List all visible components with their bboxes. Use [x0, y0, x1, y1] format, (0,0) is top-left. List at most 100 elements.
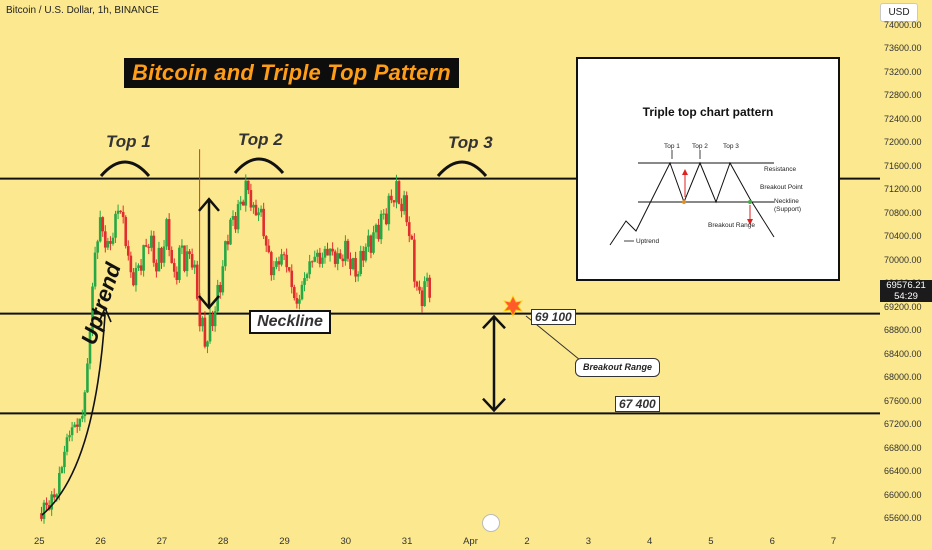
breakout-range-callout: Breakout Range [575, 358, 660, 377]
candle-body [425, 277, 429, 282]
price-tick: 73200.00 [884, 66, 922, 77]
candle-body [193, 264, 197, 268]
candle-body [428, 277, 431, 298]
inset-title: Triple top chart pattern [642, 105, 774, 119]
price-tick: 68800.00 [884, 325, 922, 336]
price-tick: 69200.00 [884, 301, 922, 312]
price-tick: 66400.00 [884, 466, 922, 477]
candle-body [183, 245, 186, 272]
price-tick: 72800.00 [884, 90, 922, 101]
candle-body [321, 257, 324, 264]
price-tick: 67600.00 [884, 395, 922, 406]
candle-body [70, 427, 74, 436]
candle-body [116, 210, 120, 214]
current-price-label: 69576.21 54:29 [880, 280, 932, 302]
candle-body [280, 254, 283, 265]
candle-body [351, 258, 355, 270]
candle-body [104, 231, 107, 248]
candle-body [318, 252, 322, 264]
candle-body [124, 217, 128, 247]
neckline-label: Neckline [249, 310, 331, 334]
candle-body [333, 251, 337, 264]
candle-body [349, 258, 352, 270]
candle-body [178, 247, 181, 280]
candle-body [257, 212, 260, 216]
candle-body [45, 502, 48, 506]
candle-body [155, 262, 158, 272]
candle-body [254, 204, 258, 216]
candle-body [390, 195, 393, 201]
candle-body [180, 245, 184, 248]
candle-body [384, 213, 388, 225]
time-tick: 7 [830, 536, 837, 547]
candle-body [73, 424, 76, 428]
candle-body [81, 416, 84, 419]
candle-body [208, 314, 212, 342]
candle-body [172, 262, 176, 272]
time-tick: 5 [708, 536, 714, 547]
inset-top1: Top 1 [664, 143, 680, 150]
candle-body [88, 331, 92, 364]
candle-body [152, 235, 156, 263]
candle-body [275, 261, 278, 267]
candle-body [418, 286, 421, 291]
candle-body [244, 180, 248, 206]
price-tick: 70000.00 [884, 254, 922, 265]
candle-body [101, 217, 105, 232]
candle-body [282, 254, 286, 256]
candle-body [387, 195, 391, 225]
candle-body [241, 201, 245, 206]
candle-body [392, 200, 396, 203]
candle-body [55, 494, 59, 498]
flash-icon[interactable] [482, 514, 500, 532]
neckline-price-tag: 69 100 [531, 309, 576, 325]
candle-body [190, 254, 194, 268]
currency-button[interactable]: USD [880, 3, 918, 22]
top1-label: Top 1 [106, 132, 151, 151]
price-tick: 74000.00 [884, 20, 922, 30]
candle-body [287, 267, 291, 271]
target-price-tag: 67 400 [615, 396, 660, 412]
top3-label: Top 3 [448, 133, 493, 152]
price-tick: 72000.00 [884, 137, 922, 148]
candle-body [58, 472, 61, 495]
candle-body [129, 255, 133, 273]
candle-body [290, 270, 294, 288]
candle-body [106, 241, 110, 248]
candle-body [50, 494, 53, 510]
inset-breakout-dot [748, 200, 752, 204]
candle-body [326, 248, 329, 256]
candle-body [249, 190, 253, 208]
candle-body [361, 250, 365, 261]
candle-body [134, 267, 138, 286]
candle-body [316, 252, 319, 257]
candle-body [142, 245, 145, 271]
time-tick: 25 [34, 536, 45, 547]
candle-body [52, 494, 56, 498]
bar-countdown: 54:29 [894, 291, 918, 302]
candle-body [137, 265, 140, 268]
price-tick: 70400.00 [884, 231, 922, 242]
inset-breakout-range: Breakout Range [708, 222, 755, 229]
candle-body [65, 437, 69, 452]
candle-body [206, 341, 209, 347]
candle-body [175, 271, 179, 280]
candle-body [121, 211, 125, 218]
candle-body [310, 261, 314, 263]
candle-body [231, 215, 235, 220]
time-tick: 30 [340, 536, 352, 547]
candle-body [83, 392, 87, 417]
time-tick: 31 [401, 536, 413, 547]
top-arc-3 [436, 160, 488, 177]
price-tick: 70800.00 [884, 207, 922, 218]
candle-body [157, 247, 161, 272]
candle-body [221, 266, 225, 293]
candle-body [236, 204, 240, 230]
candle-body [356, 274, 360, 277]
candle-body [139, 265, 143, 271]
current-price: 69576.21 [886, 280, 926, 291]
candle-body [338, 253, 342, 259]
candle-body [298, 299, 301, 304]
candle-body [86, 363, 89, 393]
candle-body [162, 246, 166, 263]
